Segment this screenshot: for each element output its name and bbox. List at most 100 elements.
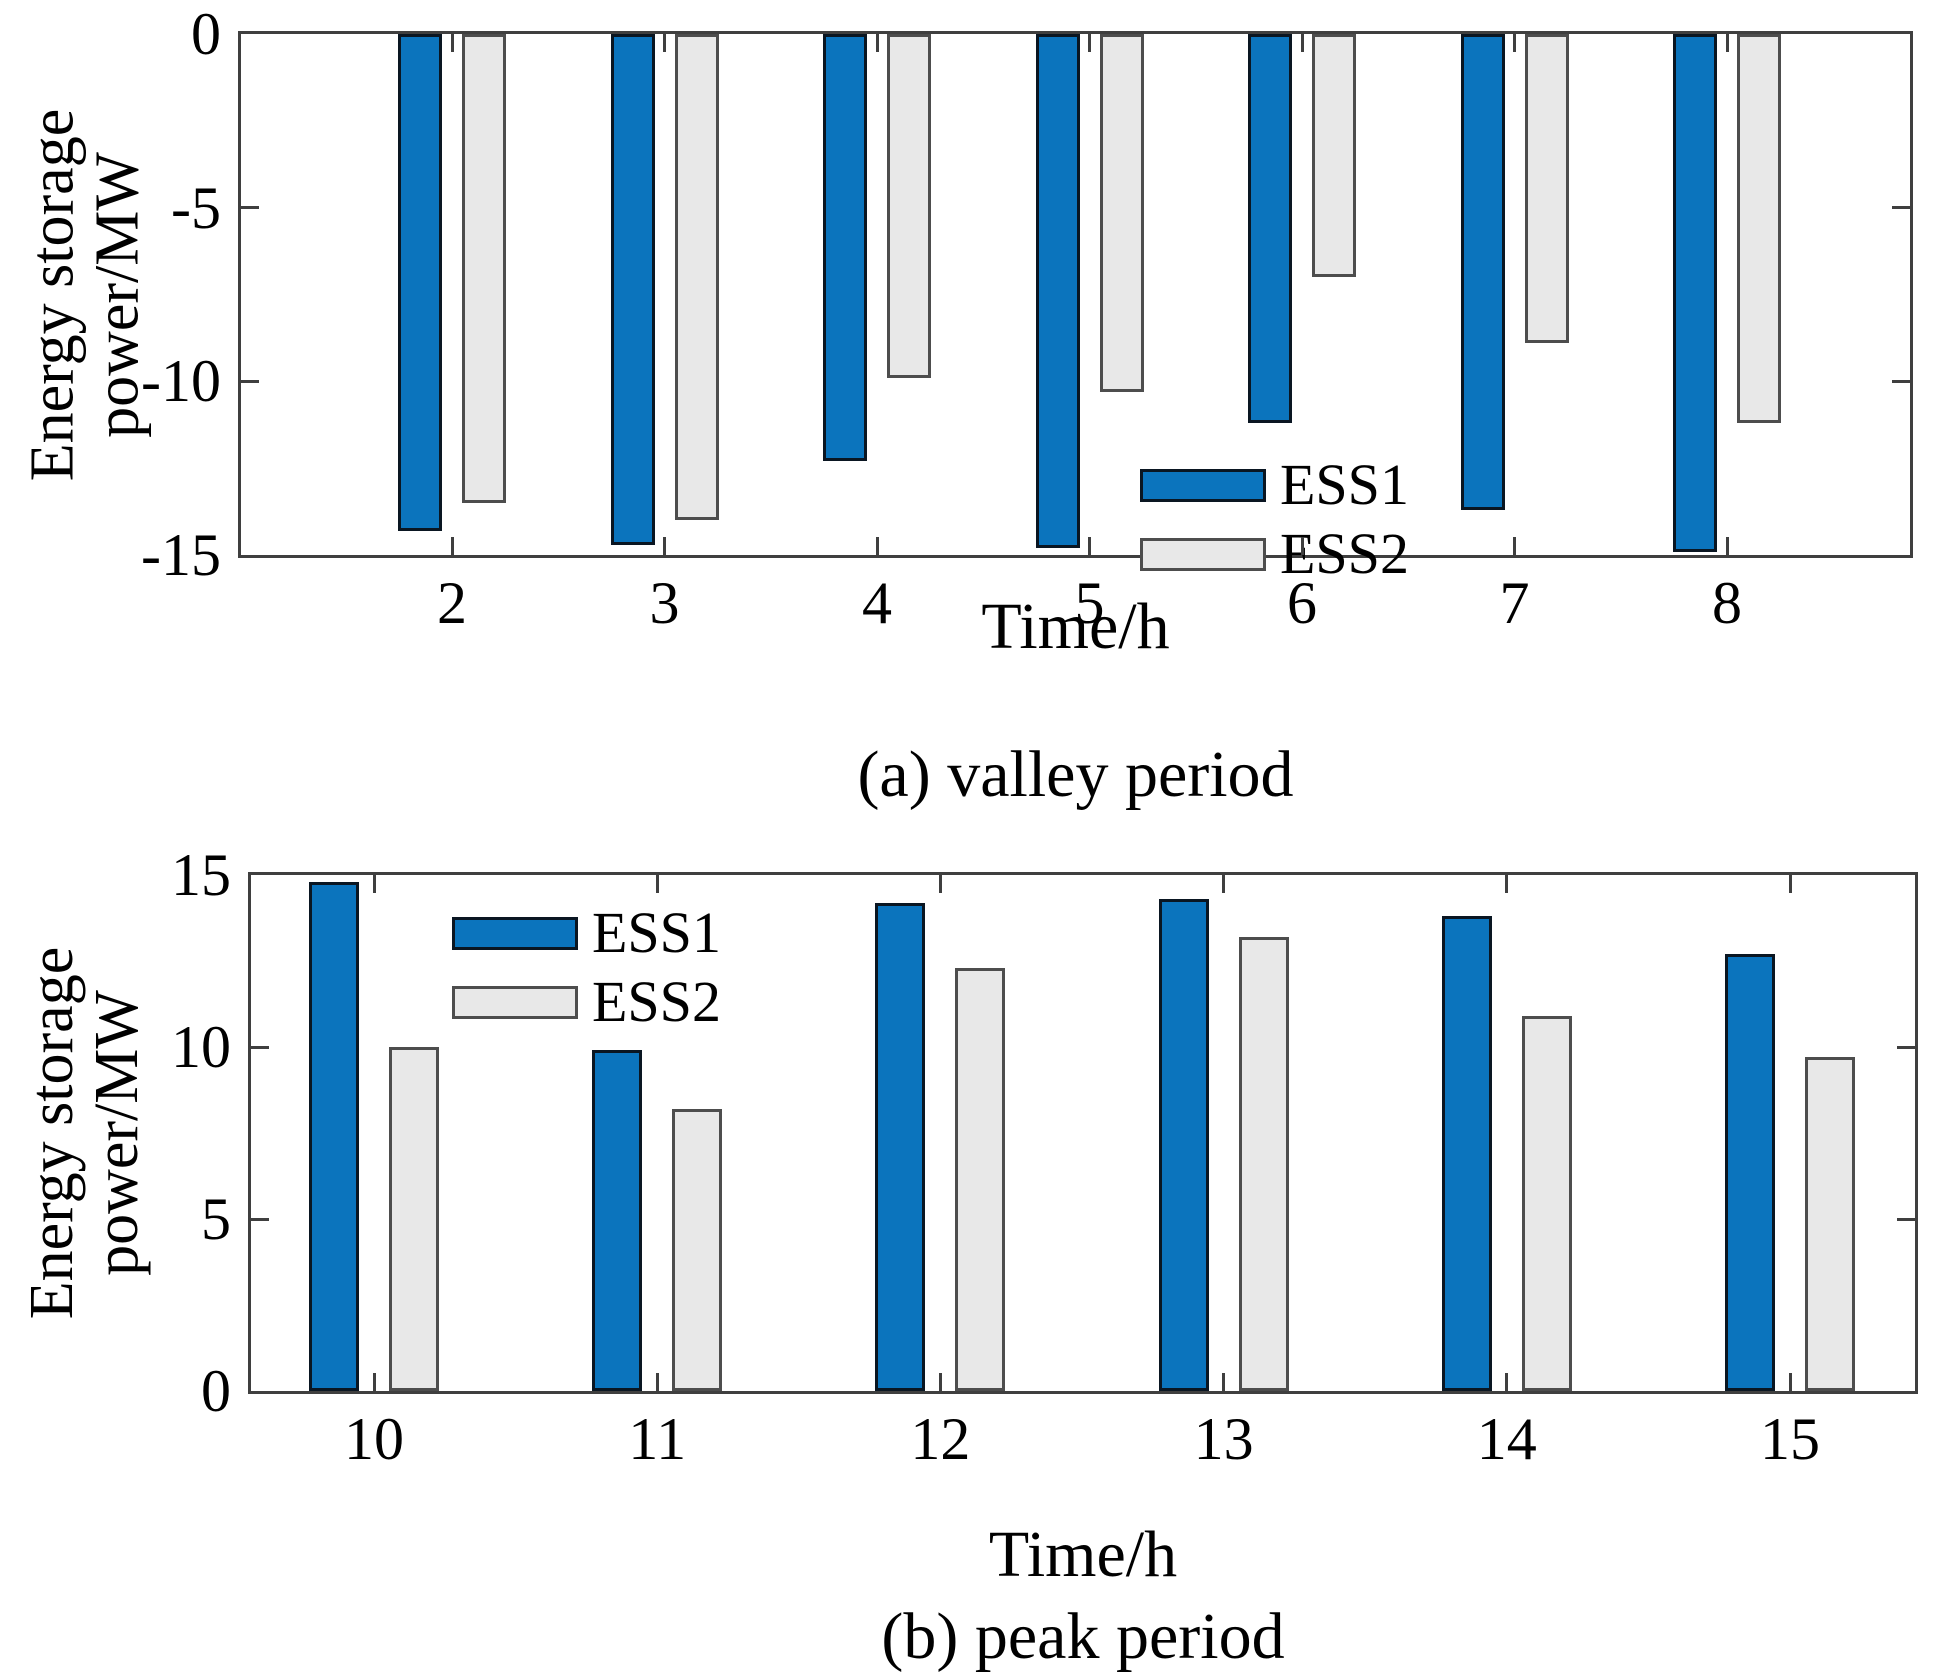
bar-valley-ESS2-7 (1524, 34, 1569, 343)
x-tick-label: 14 (1476, 1406, 1537, 1472)
x-tick-label: 10 (344, 1406, 404, 1472)
bar-valley-ESS1-8 (1673, 34, 1717, 552)
y-tick-left (251, 1217, 269, 1221)
legend-label-ess1: ESS1 (592, 900, 721, 965)
x-tick-label: 12 (910, 1406, 971, 1472)
bar-peak-ESS2-15 (1805, 1057, 1855, 1391)
y-tick-right (1897, 1217, 1915, 1221)
x-tick-label: 7 (1499, 570, 1530, 636)
x-tick-bottom (938, 1373, 942, 1391)
y-axis-label-valley: Energy storage power/MW (18, 32, 152, 559)
legend-peak: ESS1 ESS2 (452, 903, 721, 1041)
y-tick-label: 5 (201, 1186, 231, 1252)
x-axis-label-peak: Time/h (988, 1518, 1178, 1591)
x-tick-bottom (1513, 537, 1516, 555)
y-axis-label-line2: power/MW (83, 990, 151, 1276)
y-tick-left (251, 1045, 269, 1049)
x-tick-top (1222, 875, 1226, 893)
x-tick-top (1088, 34, 1091, 52)
x-tick-bottom (1222, 1373, 1226, 1391)
x-tick-bottom (1788, 1373, 1792, 1391)
plot-area-peak: ESS1 ESS2 10 11 12 13 14 15 15 10 5 0 (171, 843, 1918, 1471)
legend-item-ess2: ESS2 (452, 972, 721, 1032)
legend-valley: ESS1 ESS2 (1140, 455, 1409, 593)
y-tick-label: -15 (141, 522, 221, 588)
x-tick-label: 15 (1760, 1406, 1820, 1472)
x-tick-bottom (372, 1373, 376, 1391)
bar-valley-ESS2-6 (1312, 34, 1356, 277)
bar-valley-ESS2-4 (887, 34, 931, 378)
y-axis-label-line1: Energy storage (18, 108, 87, 482)
x-tick-bottom (1088, 537, 1091, 555)
x-tick-bottom (1725, 537, 1729, 555)
bar-peak-ESS2-11 (672, 1109, 723, 1391)
y-tick-right (1892, 379, 1910, 383)
bar-valley-ESS2-8 (1737, 34, 1781, 423)
bar-valley-ESS2-3 (674, 34, 719, 520)
bar-peak-ESS1-12 (875, 903, 926, 1391)
x-tick-top (663, 34, 666, 52)
caption-valley: (a) valley period (857, 738, 1294, 811)
y-tick-right (1892, 206, 1910, 210)
legend-label-ess2: ESS2 (592, 969, 721, 1034)
y-tick-label: -5 (171, 174, 221, 241)
y-tick-label: 0 (191, 1, 221, 67)
y-axis-label-line1: Energy storage (18, 946, 86, 1320)
y-tick-right (1897, 1045, 1915, 1049)
x-tick-label: 6 (1287, 570, 1317, 636)
bar-peak-ESS1-11 (592, 1050, 643, 1391)
x-tick-top (655, 875, 659, 893)
x-tick-bottom (1300, 537, 1304, 555)
x-tick-top (1788, 875, 1792, 893)
x-tick-bottom (450, 537, 454, 555)
x-tick-top (450, 34, 454, 52)
x-tick-bottom (655, 1373, 659, 1391)
legend-item-ess2: ESS2 (1140, 524, 1409, 584)
x-tick-label: 2 (437, 570, 467, 636)
x-axis-label-valley: Time/h (981, 590, 1170, 663)
y-tick-label: 0 (201, 1358, 231, 1424)
x-tick-top (875, 34, 879, 52)
x-tick-label: 5 (1074, 570, 1105, 636)
x-tick-bottom (875, 537, 879, 555)
bar-peak-ESS2-13 (1238, 937, 1289, 1391)
legend-item-ess1: ESS1 (452, 903, 721, 963)
y-tick-label: -10 (141, 348, 221, 415)
x-tick-top (1513, 34, 1516, 52)
y-tick-label: 15 (171, 842, 231, 908)
x-tick-label: 4 (862, 570, 892, 636)
bar-valley-ESS1-3 (610, 34, 655, 545)
bar-peak-ESS2-14 (1521, 1016, 1572, 1391)
bar-valley-ESS1-6 (1248, 34, 1292, 423)
bar-valley-ESS2-5 (1099, 34, 1144, 392)
bar-valley-ESS2-2 (462, 34, 506, 503)
bar-peak-ESS2-10 (389, 1047, 439, 1391)
bar-peak-ESS1-10 (309, 882, 359, 1391)
x-tick-label: 13 (1193, 1406, 1254, 1472)
caption-peak: (b) peak period (881, 1600, 1285, 1673)
bar-peak-ESS1-13 (1158, 899, 1209, 1391)
bar-peak-ESS1-14 (1441, 916, 1492, 1391)
legend-label-ess1: ESS1 (1280, 452, 1409, 517)
bar-peak-ESS1-15 (1725, 954, 1775, 1391)
bar-valley-ESS1-4 (823, 34, 867, 461)
y-axis-label-peak: Energy storage power/MW (18, 872, 151, 1394)
bar-valley-ESS1-2 (398, 34, 442, 531)
bar-peak-ESS2-12 (955, 968, 1006, 1391)
bar-valley-ESS1-5 (1035, 34, 1080, 548)
ess2-swatch-icon (452, 985, 578, 1019)
x-tick-top (1725, 34, 1729, 52)
x-tick-top (372, 875, 376, 893)
x-tick-bottom (663, 537, 666, 555)
ess1-swatch-icon (452, 916, 578, 950)
y-axis-label-line2: power/MW (83, 152, 152, 438)
x-tick-bottom (1505, 1373, 1509, 1391)
x-tick-label: 11 (628, 1406, 687, 1472)
y-tick-label: 10 (171, 1014, 231, 1080)
x-tick-top (1505, 875, 1509, 893)
x-tick-label: 3 (649, 570, 680, 636)
ess2-swatch-icon (1140, 537, 1266, 571)
bar-valley-ESS1-7 (1460, 34, 1505, 510)
x-tick-top (1300, 34, 1304, 52)
y-tick-left (241, 206, 259, 210)
